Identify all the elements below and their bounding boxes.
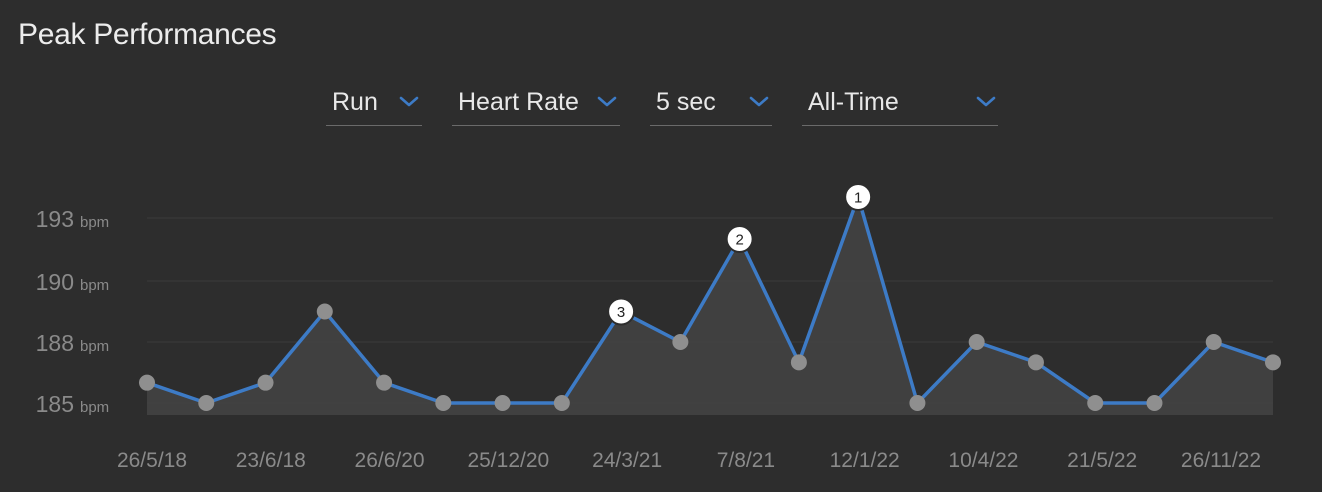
y-tick-label: 190: [36, 269, 74, 295]
metric-select[interactable]: Heart Rate: [452, 82, 620, 126]
data-point[interactable]: [316, 303, 333, 320]
y-tick-unit: bpm: [80, 399, 109, 416]
series-line: [145, 195, 1275, 405]
series-line: [145, 195, 1275, 405]
sport-select-value: Run: [332, 88, 378, 116]
data-point[interactable]: [1146, 395, 1163, 411]
x-tick-label: 26/5/18: [117, 449, 187, 472]
rank-marker[interactable]: 3: [607, 297, 636, 326]
area-fill: [147, 197, 1273, 415]
x-axis-labels: 26/5/18 23/6/18 26/6/20 25/12/20 24/3/21 7/8/…: [117, 449, 1261, 472]
x-tick-label: 25/12/20: [467, 449, 549, 472]
data-point[interactable]: [672, 334, 689, 350]
duration-select-value: 5 sec: [656, 88, 716, 116]
rank-markers: 1 2 3: [607, 183, 873, 326]
y-tick-label: 188: [36, 330, 74, 356]
data-point[interactable]: [1265, 354, 1281, 371]
x-tick-label: 7/8/21: [717, 449, 775, 472]
x-tick-label: 24/3/21: [592, 449, 662, 472]
range-select[interactable]: All-Time: [802, 82, 998, 126]
data-point[interactable]: [494, 395, 511, 411]
series-area: [147, 197, 1273, 415]
x-tick-label: 10/4/22: [948, 449, 1018, 472]
x-tick-label: 12/1/22: [830, 449, 900, 472]
chevron-down-icon: [749, 96, 769, 107]
data-points: [139, 303, 1281, 411]
data-point[interactable]: [1027, 354, 1044, 371]
y-axis-labels: 185 bpm 188 bpm 190 bpm 193 bpm: [36, 206, 110, 417]
data-point[interactable]: [909, 395, 926, 411]
data-point[interactable]: [553, 395, 570, 411]
x-tick-label: 26/11/22: [1181, 449, 1261, 472]
sport-select[interactable]: Run: [326, 82, 422, 126]
y-tick-unit: bpm: [80, 277, 109, 294]
data-point[interactable]: [139, 374, 155, 391]
chevron-down-icon: [597, 96, 617, 107]
rank-label: 2: [735, 232, 743, 249]
duration-select[interactable]: 5 sec: [650, 82, 772, 126]
data-point[interactable]: [376, 374, 393, 391]
x-tick-label: 21/5/22: [1067, 449, 1137, 472]
data-point[interactable]: [198, 395, 215, 411]
y-tick-label: 193: [36, 206, 74, 232]
data-point[interactable]: [257, 374, 274, 391]
y-tick-unit: bpm: [80, 338, 109, 355]
metric-select-value: Heart Rate: [458, 88, 579, 116]
range-select-value: All-Time: [808, 88, 899, 116]
x-tick-label: 26/6/20: [355, 449, 425, 472]
data-point[interactable]: [1087, 395, 1104, 411]
y-tick-unit: bpm: [80, 214, 109, 231]
rank-marker[interactable]: 1: [844, 183, 873, 211]
rank-label: 1: [854, 190, 862, 207]
chevron-down-icon: [399, 96, 419, 107]
rank-label: 3: [617, 304, 625, 321]
rank-marker[interactable]: 2: [725, 225, 754, 253]
data-point[interactable]: [790, 354, 807, 371]
x-tick-label: 23/6/18: [236, 449, 306, 472]
data-point[interactable]: [1205, 334, 1222, 350]
data-point[interactable]: [968, 334, 985, 350]
chevron-down-icon: [976, 96, 996, 107]
data-point[interactable]: [435, 395, 452, 411]
page-title: Peak Performances: [18, 18, 277, 51]
y-tick-label: 185: [36, 391, 74, 417]
